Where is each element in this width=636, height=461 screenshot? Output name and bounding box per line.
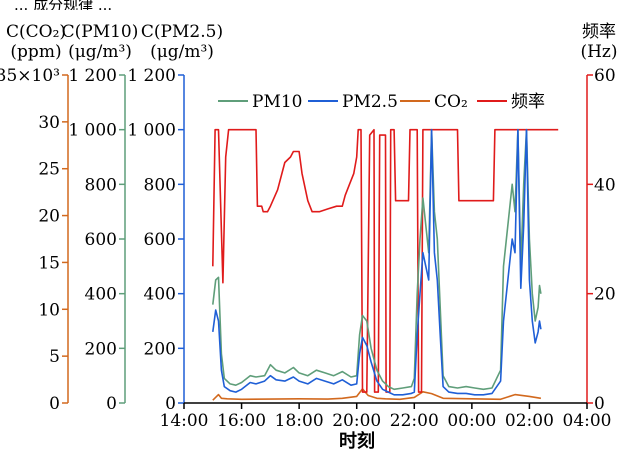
pm25-tick-label: 800	[144, 175, 176, 195]
pm10-tick-label: 400	[85, 285, 117, 305]
co2-tick-label: 20	[38, 207, 60, 227]
pm10-tick-label: 1 200	[68, 66, 117, 86]
pm25-tick-label: 1 000	[127, 121, 176, 141]
pm25-axis-title: C(PM2.5)	[141, 22, 223, 42]
freq-tick-label: 0	[594, 394, 605, 414]
co2-axis-title: (ppm)	[10, 42, 61, 62]
x-axis-title: 时刻	[339, 430, 375, 452]
co2-tick-label: 35×10³	[0, 66, 60, 86]
legend: PM10 PM2.5 CO₂ 频率	[218, 92, 545, 112]
pm25-tick-label: 0	[165, 394, 176, 414]
x-axis: 14:00 16:00 18:00 20:00 22:00 00:00 02:00 04:00…	[160, 402, 612, 452]
x-tick-label: 16:00	[217, 411, 266, 431]
co2-tick-label: 0	[49, 394, 60, 414]
pm10-axis-title: C(PM10)	[62, 22, 139, 42]
axis-labels: C(CO₂)(ppm)C(PM10)(μg/m³)C(PM2.5)(μg/m³)…	[6, 22, 618, 62]
co2-axis-title: C(CO₂)	[6, 22, 66, 42]
pm10-tick-label: 1 000	[68, 121, 117, 141]
freq-tick-label: 40	[594, 175, 616, 195]
pm25-tick-label: 200	[144, 339, 176, 359]
pm10-tick-label: 200	[85, 339, 117, 359]
freq-axis-title: (Hz)	[580, 42, 617, 62]
pm25-tick-label: 1 200	[127, 66, 176, 86]
x-tick-label: 18:00	[275, 411, 324, 431]
freq-axis-title: 频率	[582, 22, 616, 42]
freq-tick-label: 20	[594, 285, 616, 305]
legend-label-pm10: PM10	[252, 92, 302, 112]
pm25-tick-label: 400	[144, 285, 176, 305]
pm25-tick-label: 600	[144, 230, 176, 250]
pm10-tick-label: 800	[85, 175, 117, 195]
legend-label-freq: 频率	[511, 92, 545, 112]
co2-tick-label: 5	[49, 347, 60, 367]
legend-label-co2: CO₂	[434, 92, 468, 112]
pm25-axis-title: (μg/m³)	[150, 42, 214, 62]
series-line-pm25	[212, 128, 542, 396]
pm10-tick-label: 600	[85, 230, 117, 250]
x-tick-label: 04:00	[563, 411, 612, 431]
series-group	[212, 128, 559, 401]
co2-tick-label: 15	[38, 253, 60, 273]
series-line-co2	[212, 388, 542, 401]
header-fragment: ... 成分规律 ...	[14, 0, 113, 10]
x-tick-label: 00:00	[447, 411, 496, 431]
freq-tick-label: 60	[594, 66, 616, 86]
pm10-tick-label: 0	[106, 394, 117, 414]
pm10-axis-title: (μg/m³)	[68, 42, 132, 62]
x-tick-label: 20:00	[332, 411, 381, 431]
co2-tick-label: 30	[38, 113, 60, 133]
series-line-freq	[212, 128, 559, 393]
x-tick-label: 22:00	[390, 411, 439, 431]
co2-tick-label: 10	[38, 300, 60, 320]
co2-tick-label: 25	[38, 160, 60, 180]
legend-label-pm25: PM2.5	[342, 92, 398, 112]
x-tick-label: 02:00	[505, 411, 554, 431]
series-line-pm10	[212, 128, 542, 391]
x-tick-label: 14:00	[160, 411, 209, 431]
